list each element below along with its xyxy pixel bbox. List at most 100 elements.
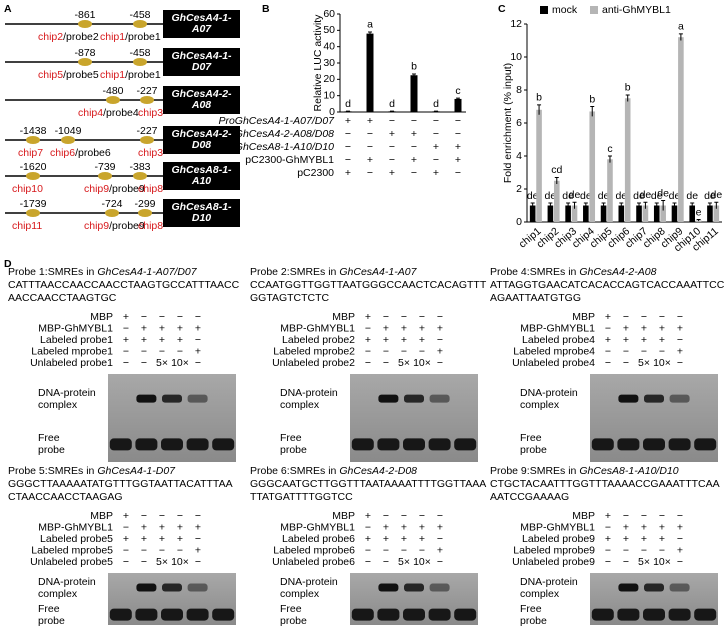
condition-sign: −	[195, 357, 201, 369]
condition-sign: −	[383, 345, 389, 357]
gel-band	[351, 438, 374, 451]
binding-site	[78, 58, 92, 66]
gel-band	[135, 608, 158, 621]
significance-letter: e	[696, 206, 702, 218]
free-probe-label: Free probe	[280, 432, 307, 457]
bar	[536, 109, 542, 222]
probe-gene: GhCesA8-1-A10/D10	[579, 465, 678, 477]
panel-letter: B	[262, 3, 270, 15]
gel-band	[378, 583, 399, 592]
condition-sign: 5×	[156, 357, 168, 369]
significance-letter: a	[367, 19, 373, 31]
significance-letter: d	[433, 98, 439, 110]
gel-band	[135, 438, 158, 451]
significance-letter: b	[536, 92, 542, 104]
condition-label: Labeled probe5	[40, 533, 113, 545]
error-bar	[412, 73, 416, 77]
condition-sign: −	[411, 115, 417, 127]
chip-label: chip3	[138, 147, 163, 159]
probe-sequence: AATCCGAAAAG	[490, 491, 569, 503]
condition-label: Labeled probe9	[522, 533, 595, 545]
site-label: chip7	[18, 147, 43, 159]
binding-site	[140, 136, 154, 144]
gene-name: GhCesA8-1-A10	[171, 164, 232, 187]
error-bar	[707, 202, 712, 208]
site-position: -1049	[55, 125, 82, 137]
condition-sign: +	[419, 533, 425, 545]
condition-sign: −	[195, 510, 201, 522]
condition-label: pC2300-GhMYBL1	[245, 154, 334, 166]
condition-sign: +	[195, 544, 201, 556]
y-tick-label: 4	[516, 150, 522, 162]
chip-label: chip11	[12, 220, 42, 232]
gel-band	[187, 583, 208, 592]
free-probe-label: Free probe	[38, 432, 65, 457]
significance-letter: de	[569, 189, 581, 201]
site-position: -739	[94, 161, 115, 173]
gel-band	[136, 394, 157, 403]
condition-label: Unlabeled probe4	[512, 357, 595, 369]
complex-label: DNA-protein complex	[520, 575, 578, 600]
gene-name: GhCesA4-1-D07	[171, 50, 232, 73]
condition-sign: +	[641, 322, 647, 334]
bar	[618, 205, 625, 222]
gene-name: GhCesA8-1-D10	[171, 201, 232, 224]
gel-band	[617, 608, 640, 621]
y-tick-label: 0	[516, 216, 522, 228]
condition-sign: 10×	[653, 556, 671, 568]
condition-sign: −	[159, 544, 165, 556]
condition-sign: −	[437, 556, 443, 568]
condition-sign: +	[419, 521, 425, 533]
condition-label: MBP-GhMYBL1	[520, 322, 595, 334]
free-probe-label: Free probe	[38, 602, 65, 627]
site-position: -1438	[20, 125, 47, 137]
gel-band	[351, 608, 374, 621]
error-bar	[619, 202, 624, 208]
condition-sign: +	[433, 167, 439, 179]
probe-gene: GhCesA4-1-D07	[97, 465, 176, 477]
condition-sign: +	[123, 334, 129, 346]
condition-sign: −	[383, 510, 389, 522]
condition-sign: 5×	[638, 357, 650, 369]
chip-label: chip3	[138, 107, 163, 119]
condition-sign: −	[195, 533, 201, 545]
binding-site	[61, 136, 75, 144]
significance-letter: de	[657, 187, 669, 199]
condition-label: Labeled probe2	[282, 334, 355, 346]
probe-gene: GhCesA4-1-A07/D07	[97, 266, 197, 278]
gel-band	[668, 608, 691, 621]
site-label: chip4/probe4	[78, 107, 139, 119]
site-position: -1620	[20, 161, 47, 173]
condition-sign: +	[177, 521, 183, 533]
bar	[366, 33, 374, 112]
binding-site	[106, 96, 120, 104]
bar	[689, 205, 696, 222]
condition-sign: 10×	[171, 556, 189, 568]
condition-sign: −	[605, 345, 611, 357]
condition-sign: +	[365, 533, 371, 545]
condition-sign: +	[659, 521, 665, 533]
y-axis-label: Relative LUC activity	[312, 14, 324, 112]
condition-sign: −	[389, 141, 395, 153]
chip-label: chip6	[50, 147, 75, 159]
gel-band	[454, 438, 477, 451]
condition-sign: −	[159, 311, 165, 323]
gel-band	[109, 438, 132, 451]
gene-name: GhCesA4-2-A08	[171, 88, 232, 111]
gene-box	[163, 48, 240, 76]
error-bar	[654, 202, 659, 208]
significance-letter: b	[625, 82, 631, 94]
site-label: chip9/probe9	[84, 220, 145, 232]
condition-sign: −	[623, 357, 629, 369]
condition-sign: −	[141, 510, 147, 522]
complex-label: DNA-protein complex	[38, 386, 96, 411]
condition-sign: +	[367, 115, 373, 127]
condition-sign: −	[641, 544, 647, 556]
condition-sign: −	[177, 311, 183, 323]
significance-letter: de	[640, 189, 652, 201]
gel-band	[377, 438, 400, 451]
bar	[583, 205, 589, 222]
condition-sign: +	[401, 533, 407, 545]
condition-sign: +	[123, 510, 129, 522]
gene-box	[163, 199, 240, 227]
